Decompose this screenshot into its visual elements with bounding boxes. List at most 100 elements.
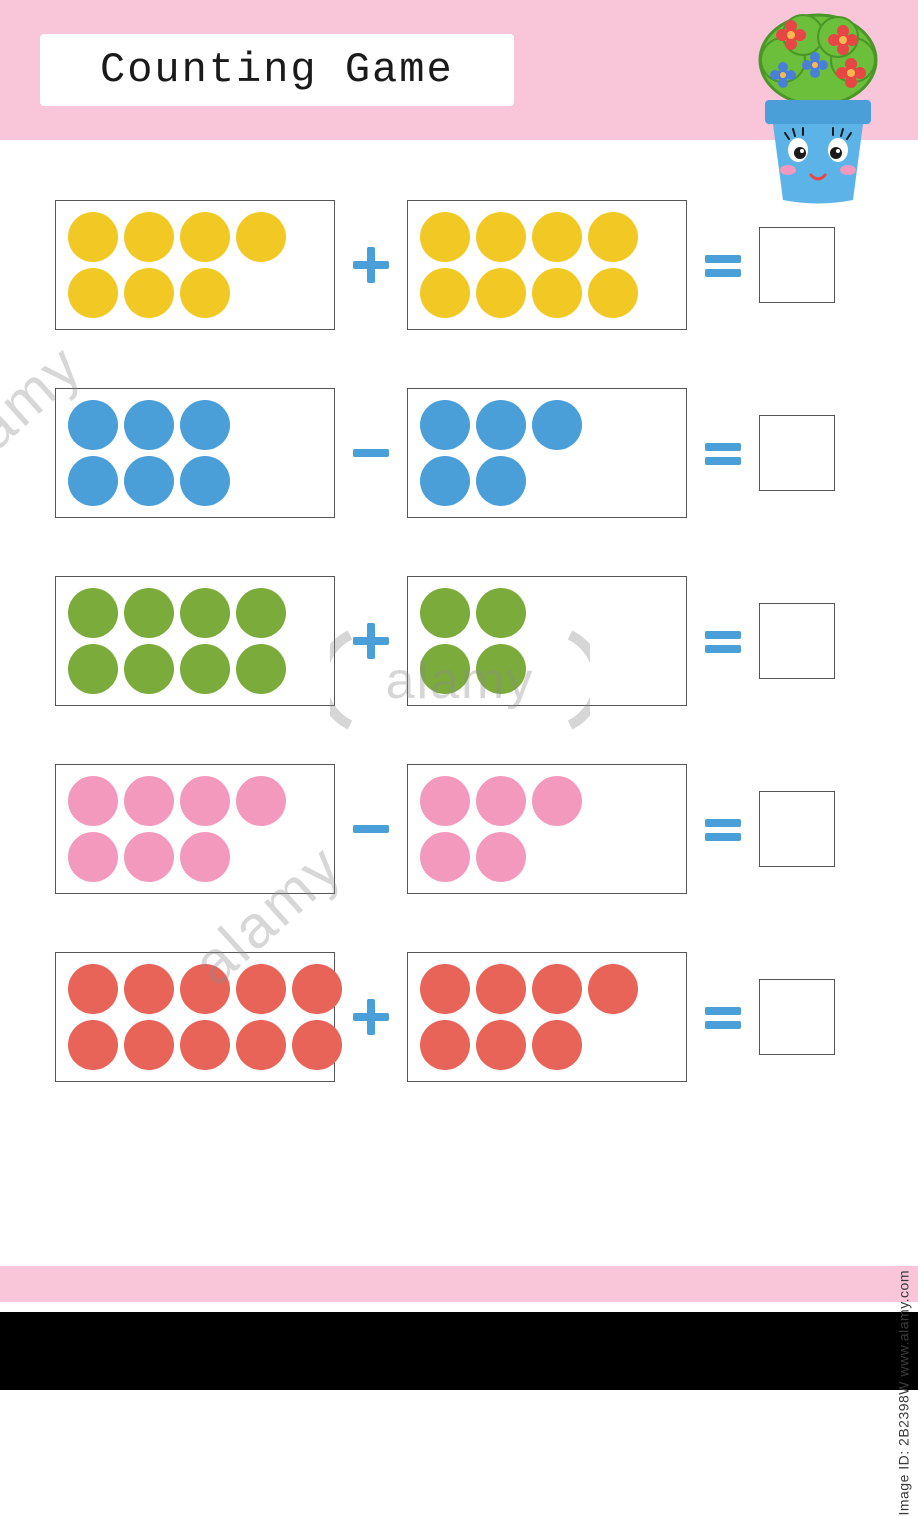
dot bbox=[420, 588, 470, 638]
dot bbox=[476, 268, 526, 318]
flowerpot-icon bbox=[743, 5, 893, 205]
equals-icon bbox=[701, 807, 745, 851]
dot bbox=[420, 268, 470, 318]
dot bbox=[420, 1020, 470, 1070]
dot bbox=[68, 832, 118, 882]
dot bbox=[476, 1020, 526, 1070]
equals-icon bbox=[701, 619, 745, 663]
dot-box bbox=[55, 952, 335, 1082]
dot bbox=[420, 776, 470, 826]
dot bbox=[124, 212, 174, 262]
dot bbox=[476, 644, 526, 694]
dot bbox=[180, 400, 230, 450]
dot bbox=[236, 588, 286, 638]
dot bbox=[532, 964, 582, 1014]
dot-box bbox=[407, 952, 687, 1082]
dot bbox=[180, 212, 230, 262]
dot-row bbox=[68, 268, 322, 318]
dot bbox=[124, 832, 174, 882]
worksheet-area bbox=[0, 140, 918, 1082]
dot-row bbox=[68, 776, 322, 826]
dot-row bbox=[420, 776, 674, 826]
dot bbox=[420, 964, 470, 1014]
dot bbox=[476, 400, 526, 450]
dot-row bbox=[420, 268, 674, 318]
equation-row bbox=[55, 952, 863, 1082]
dot bbox=[420, 400, 470, 450]
dot bbox=[68, 1020, 118, 1070]
dot bbox=[236, 1020, 286, 1070]
dot bbox=[236, 776, 286, 826]
dot bbox=[68, 268, 118, 318]
answer-box[interactable] bbox=[759, 603, 835, 679]
dot-row bbox=[68, 964, 322, 1014]
dot bbox=[292, 964, 342, 1014]
dot-box bbox=[407, 388, 687, 518]
dot bbox=[68, 644, 118, 694]
dot-row bbox=[420, 964, 674, 1014]
dot bbox=[180, 832, 230, 882]
dot bbox=[532, 212, 582, 262]
dot-row bbox=[420, 588, 674, 638]
equation-row bbox=[55, 576, 863, 706]
plus-icon bbox=[349, 995, 393, 1039]
dot-row bbox=[68, 212, 322, 262]
answer-box[interactable] bbox=[759, 415, 835, 491]
dot bbox=[68, 400, 118, 450]
dot bbox=[476, 832, 526, 882]
dot bbox=[420, 832, 470, 882]
header-band: Counting Game bbox=[0, 0, 918, 140]
dot bbox=[180, 964, 230, 1014]
dot bbox=[292, 1020, 342, 1070]
dot bbox=[124, 1020, 174, 1070]
dot-box bbox=[407, 764, 687, 894]
dot bbox=[180, 776, 230, 826]
dot bbox=[476, 964, 526, 1014]
dot bbox=[476, 776, 526, 826]
dot-row bbox=[68, 1020, 322, 1070]
dot bbox=[68, 212, 118, 262]
dot-row bbox=[68, 832, 322, 882]
answer-box[interactable] bbox=[759, 791, 835, 867]
dot bbox=[124, 588, 174, 638]
dot-box bbox=[55, 764, 335, 894]
footer-band bbox=[0, 1266, 918, 1302]
dot bbox=[476, 212, 526, 262]
dot bbox=[124, 400, 174, 450]
dot bbox=[236, 644, 286, 694]
dot bbox=[180, 644, 230, 694]
dot-row bbox=[420, 212, 674, 262]
plus-icon bbox=[349, 243, 393, 287]
dot-row bbox=[420, 1020, 674, 1070]
dot bbox=[124, 456, 174, 506]
dot bbox=[588, 268, 638, 318]
equation-row bbox=[55, 388, 863, 518]
dot bbox=[532, 1020, 582, 1070]
dot bbox=[180, 268, 230, 318]
plus-icon bbox=[349, 619, 393, 663]
answer-box[interactable] bbox=[759, 227, 835, 303]
equals-icon bbox=[701, 431, 745, 475]
dot bbox=[180, 1020, 230, 1070]
dot bbox=[532, 268, 582, 318]
dot bbox=[588, 964, 638, 1014]
dot-row bbox=[68, 588, 322, 638]
dot-row bbox=[420, 456, 674, 506]
dot bbox=[68, 964, 118, 1014]
dot-row bbox=[420, 644, 674, 694]
dot-box bbox=[55, 576, 335, 706]
dot bbox=[476, 588, 526, 638]
dot-box bbox=[407, 576, 687, 706]
dot bbox=[236, 964, 286, 1014]
dot-row bbox=[420, 832, 674, 882]
equals-icon bbox=[701, 995, 745, 1039]
minus-icon bbox=[349, 431, 393, 475]
minus-icon bbox=[349, 807, 393, 851]
equals-icon bbox=[701, 243, 745, 287]
dot bbox=[68, 776, 118, 826]
dot bbox=[532, 776, 582, 826]
dot bbox=[124, 644, 174, 694]
dot bbox=[236, 212, 286, 262]
answer-box[interactable] bbox=[759, 979, 835, 1055]
page-title: Counting Game bbox=[100, 46, 454, 94]
